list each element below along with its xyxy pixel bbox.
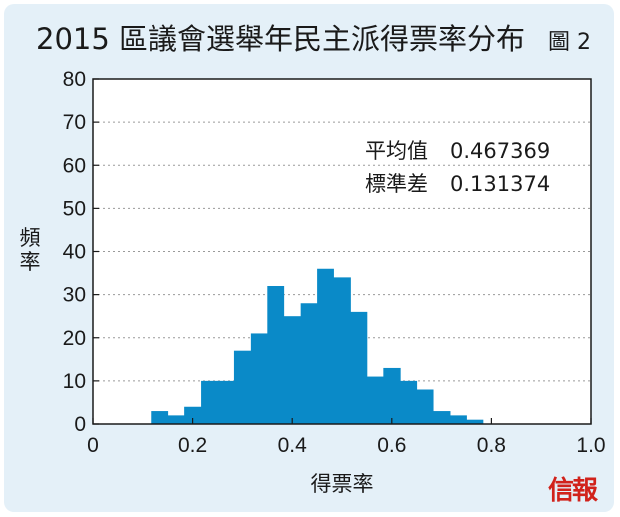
histogram-bar (184, 406, 202, 424)
histogram-bar (167, 415, 185, 424)
y-axis-title: 頻率 (20, 226, 41, 274)
histogram-bar (201, 380, 218, 424)
sd-label: 標準差 (365, 172, 428, 196)
figure-label: 圖 2 (548, 30, 591, 55)
y-tick-label: 30 (63, 284, 86, 307)
x-tick-label: 1.0 (576, 434, 605, 457)
histogram-bar (333, 277, 351, 424)
y-axis-ticks: 0 10 20 30 40 50 60 70 80 (63, 68, 99, 436)
histogram-bar (433, 411, 451, 424)
histogram-bar (416, 389, 434, 424)
histogram-bar (151, 411, 169, 424)
x-tick-label: 0.4 (278, 434, 308, 457)
histogram-bar (233, 350, 252, 424)
y-tick-label: 40 (63, 241, 86, 264)
x-tick-label: 0.2 (178, 434, 207, 457)
gridlines (93, 121, 591, 382)
y-tick-label: 60 (63, 154, 86, 177)
histogram-bar (400, 380, 418, 424)
histogram-bar (317, 268, 334, 424)
mean-label: 平均值 (365, 139, 428, 163)
mean-value: 0.467369 (450, 139, 550, 163)
histogram-bars (151, 268, 484, 424)
x-tick-label: 0.6 (377, 434, 406, 457)
x-tick-label: 0 (87, 434, 99, 457)
histogram-bar (250, 333, 268, 424)
x-axis-title: 得票率 (311, 472, 374, 496)
y-tick-label: 70 (63, 111, 86, 134)
histogram-bar (466, 419, 484, 424)
x-tick-label: 0.8 (477, 434, 506, 457)
y-tick-label: 80 (63, 68, 86, 91)
sd-value: 0.131374 (450, 172, 550, 196)
histogram-bar (267, 286, 285, 424)
y-tick-label: 20 (63, 327, 86, 350)
y-tick-label: 10 (63, 370, 86, 393)
y-tick-label: 50 (63, 197, 86, 220)
histogram-bar (217, 380, 235, 424)
histogram-bar (283, 316, 302, 424)
histogram-bar (300, 303, 318, 424)
x-axis-ticks: 0 0.2 0.4 0.6 0.8 1.0 (87, 418, 606, 457)
histogram-bar (383, 367, 401, 424)
histogram-bar (350, 311, 368, 424)
histogram-bar (450, 415, 467, 424)
histogram-bar (366, 376, 384, 424)
brand-logo: 信報 (548, 476, 598, 506)
y-tick-label: 0 (74, 413, 86, 436)
chart-title: 2015 區議會選舉年民主派得票率分布 (36, 22, 526, 56)
